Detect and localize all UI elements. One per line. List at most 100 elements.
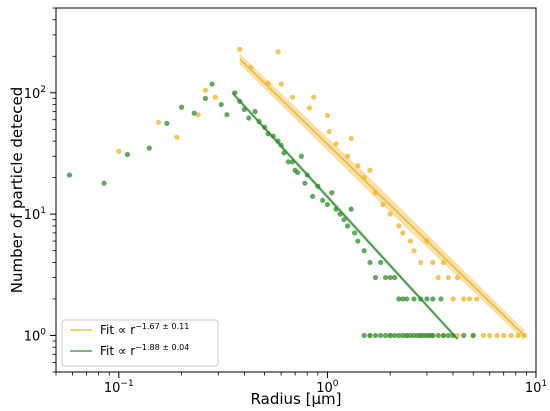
x-axis-label: Radius [μm] [251, 390, 342, 408]
data-point-orange [515, 332, 521, 339]
data-point-green [355, 238, 361, 244]
data-point-orange [501, 332, 507, 339]
data-point-orange [324, 112, 330, 119]
fit-line-green [231, 92, 458, 340]
axis-tick-labels: 10−1 100 101 100 101 102 [24, 85, 547, 396]
data-point-green [470, 332, 476, 339]
data-point-green [361, 248, 367, 254]
data-point-green [367, 259, 373, 266]
legend-box [61, 319, 219, 367]
data-point-orange [380, 201, 386, 208]
data-point-green [461, 332, 467, 339]
x-tick-label: 10−1 [104, 379, 134, 396]
data-point-orange [333, 141, 339, 147]
data-point-green [378, 332, 384, 339]
data-point-green [387, 332, 393, 339]
y-axis-label: Number of particle deteced [8, 87, 26, 293]
fit-line-orange [239, 58, 525, 336]
data-points [66, 46, 528, 339]
data-point-green [445, 332, 451, 339]
data-point-orange [508, 332, 514, 339]
data-point-green [295, 169, 301, 176]
data-point-green [404, 332, 410, 339]
data-point-green [450, 332, 456, 339]
plot-frame [55, 7, 537, 373]
data-point-orange [480, 332, 487, 339]
data-point-orange [474, 296, 480, 302]
data-point-green [348, 206, 354, 212]
data-point-green [246, 115, 252, 121]
y-tick-label: 100 [24, 327, 47, 344]
data-point-green [66, 172, 73, 178]
x-tick-label: 101 [525, 379, 547, 396]
data-point-orange [367, 167, 373, 173]
data-point-green [124, 151, 131, 158]
legend-entry-orange: Fit ∝ r−1.67 ± 0.11 [100, 322, 189, 337]
data-point-green [218, 101, 224, 108]
y-tick-label: 102 [24, 85, 46, 102]
data-point-green [382, 332, 389, 339]
data-point-green [438, 296, 444, 302]
data-point-green [400, 332, 406, 339]
data-point-green [265, 131, 271, 137]
data-point-orange [418, 259, 424, 266]
data-point-orange [275, 49, 281, 55]
data-point-green [275, 138, 281, 144]
data-point-orange [430, 259, 436, 266]
data-point-green [320, 197, 326, 203]
data-point-orange [450, 296, 456, 302]
data-point-orange [411, 248, 417, 254]
data-point-green [440, 332, 447, 339]
data-point-green [424, 296, 430, 302]
data-point-green [396, 296, 402, 302]
data-point-green [382, 274, 389, 281]
data-point-orange [306, 105, 313, 111]
data-point-green [372, 274, 379, 281]
data-point-green [252, 109, 258, 115]
fit-lines [231, 58, 525, 340]
data-point-orange [348, 135, 354, 142]
data-point-orange [387, 211, 393, 217]
legend-entry-green: Fit ∝ r−1.88 ± 0.04 [100, 343, 189, 358]
data-point-green [101, 180, 107, 186]
data-point-orange [345, 153, 351, 159]
data-point-orange [116, 148, 122, 154]
data-point-green [341, 217, 347, 223]
data-point-orange [454, 274, 461, 281]
y-tick-label: 101 [24, 206, 46, 223]
axis-ticks [50, 7, 537, 378]
data-point-green [164, 120, 170, 126]
data-point-green [404, 296, 410, 302]
data-point-orange [326, 128, 332, 135]
data-point-green [329, 190, 335, 196]
data-point-orange [311, 94, 317, 100]
data-point-green [270, 133, 276, 139]
data-point-green [351, 230, 358, 236]
data-point-orange [445, 274, 451, 281]
data-point-orange [212, 94, 218, 100]
data-point-green [361, 332, 367, 339]
data-point-orange [155, 119, 162, 126]
data-point-orange [278, 81, 284, 87]
data-point-green [378, 259, 384, 266]
data-point-green [392, 274, 398, 281]
data-point-green [367, 332, 373, 339]
data-point-green [430, 332, 436, 339]
data-point-orange [174, 134, 180, 140]
data-point-green [209, 81, 215, 87]
data-point-green [392, 332, 398, 339]
x-tick-label: 100 [316, 379, 339, 396]
data-point-green [435, 332, 441, 339]
data-point-green [345, 223, 351, 229]
data-point-green [285, 159, 291, 165]
data-point-green [310, 193, 316, 200]
data-point-green [387, 274, 393, 281]
data-point-green [407, 332, 414, 339]
data-point-orange [202, 87, 208, 93]
data-point-green [146, 145, 152, 151]
data-point-orange [396, 223, 402, 229]
data-point-green [202, 95, 208, 101]
data-point-green [178, 104, 185, 110]
data-point-orange [440, 259, 447, 266]
